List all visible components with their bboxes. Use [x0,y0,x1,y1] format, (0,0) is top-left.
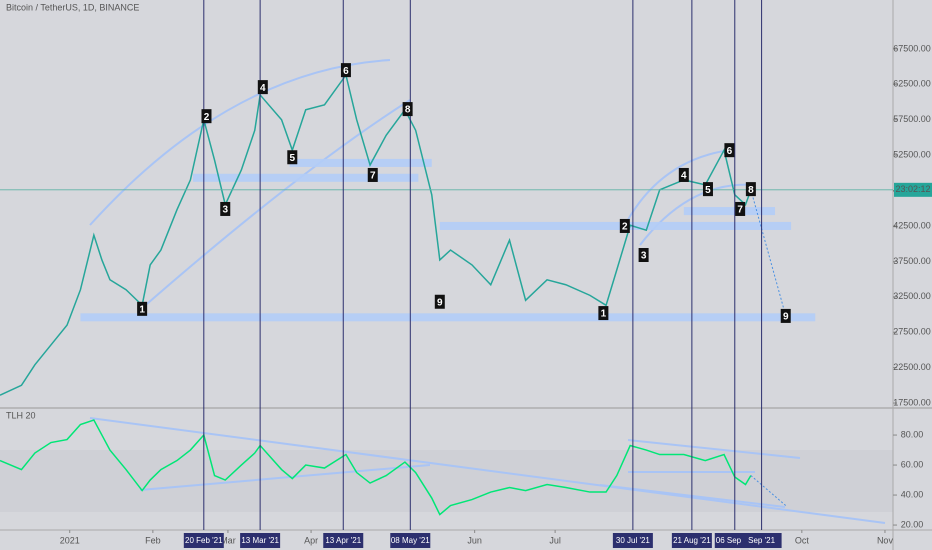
wave-label: 7 [737,205,743,216]
zone [683,207,776,216]
price-box-label: 23:02:12 [895,184,930,194]
chart-title: Bitcoin / TetherUS, 1D, BINANCE [6,2,139,12]
wave-label: 2 [204,112,210,123]
wave-box [598,306,609,321]
price-box [894,182,932,197]
y-tick-label: 60.00 [901,459,924,469]
date-label: 21 Aug '21 [673,536,711,545]
wave-box [619,218,630,233]
date-label: 13 Mar '21 [241,536,279,545]
wave-label: 6 [343,66,349,77]
zone [80,313,816,322]
y-tick-label: 32500.00 [893,291,931,301]
wave-label: 1 [139,304,145,315]
date-label: 13 Apr '21 [325,536,361,545]
wave-box [724,143,735,158]
wave-label: 9 [783,312,789,323]
wave-box [735,201,746,216]
date-label: 06 Sep '21 [716,536,755,545]
wave-box [678,167,689,182]
x-tick-label: Nov [877,535,894,545]
wave-label: 5 [705,185,711,196]
wave-box [220,201,231,216]
wave-label: 7 [370,171,376,182]
wave-label: 3 [222,205,228,216]
wave-box [367,167,378,182]
y-tick-label: 40.00 [901,489,924,499]
wave-label: 1 [601,309,607,320]
y-tick-label: 62500.00 [893,79,931,89]
projection [750,189,787,317]
arc [639,183,756,246]
trend-line [599,484,786,508]
trend-line [139,464,431,491]
y-tick-label: 67500.00 [893,43,931,53]
wave-label: 8 [748,185,754,196]
y-tick-label: 80.00 [901,429,924,439]
date-label: 20 Feb '21 [185,536,223,545]
series-line [0,73,752,396]
wave-box [638,248,649,262]
wave-box [402,102,413,117]
y-tick-label: 42500.00 [893,220,931,230]
zone [193,173,419,182]
y-tick-label: 52500.00 [893,150,931,160]
y-tick-label: 37500.00 [893,256,931,266]
zone [439,221,792,230]
y-tick-label: 20.00 [901,519,924,529]
wave-label: 4 [681,171,687,182]
x-tick-label: 2021 [60,535,80,545]
wave-label: 5 [290,153,296,164]
y-tick-label: 22500.00 [893,362,931,372]
series-line [0,419,752,516]
date-box [183,533,224,548]
trend-line [89,417,886,524]
date-box [323,533,364,548]
wave-box [257,80,268,95]
x-tick-label: Oct [795,535,810,545]
wave-box [287,150,298,165]
wave-label: 9 [437,297,443,308]
y-tick-label: 57500.00 [893,114,931,124]
wave-label: 8 [405,105,411,116]
wave-label: 3 [641,251,647,262]
x-tick-label: Feb [145,535,161,545]
x-tick-label: Jul [549,535,561,545]
date-box [741,533,782,548]
wave-box [201,109,212,124]
date-label: Sep '21 [748,536,775,545]
wave-label: 2 [622,222,628,233]
x-tick-label: Mar [220,535,236,545]
wave-box [745,182,756,197]
trend-line [627,439,801,459]
wave-box [434,294,445,309]
wave-box [780,308,791,323]
y-tick-label: 17500.00 [893,397,931,407]
wave-box [340,63,351,78]
date-label: 08 May '21 [391,536,430,545]
wave-label: 4 [260,83,266,94]
wave-box [137,301,148,316]
zone [289,158,432,167]
x-tick-label: Jun [467,535,482,545]
date-box [612,533,653,548]
arc [139,99,411,311]
indicator-title: TLH 20 [6,410,36,420]
date-box [240,533,281,548]
wave-box [702,182,713,197]
wave-label: 6 [727,146,733,157]
date-box [671,533,712,548]
x-tick-label: Apr [304,535,318,545]
y-tick-label: 27500.00 [893,327,931,337]
date-label: 30 Jul '21 [616,536,651,545]
date-box [390,533,431,548]
